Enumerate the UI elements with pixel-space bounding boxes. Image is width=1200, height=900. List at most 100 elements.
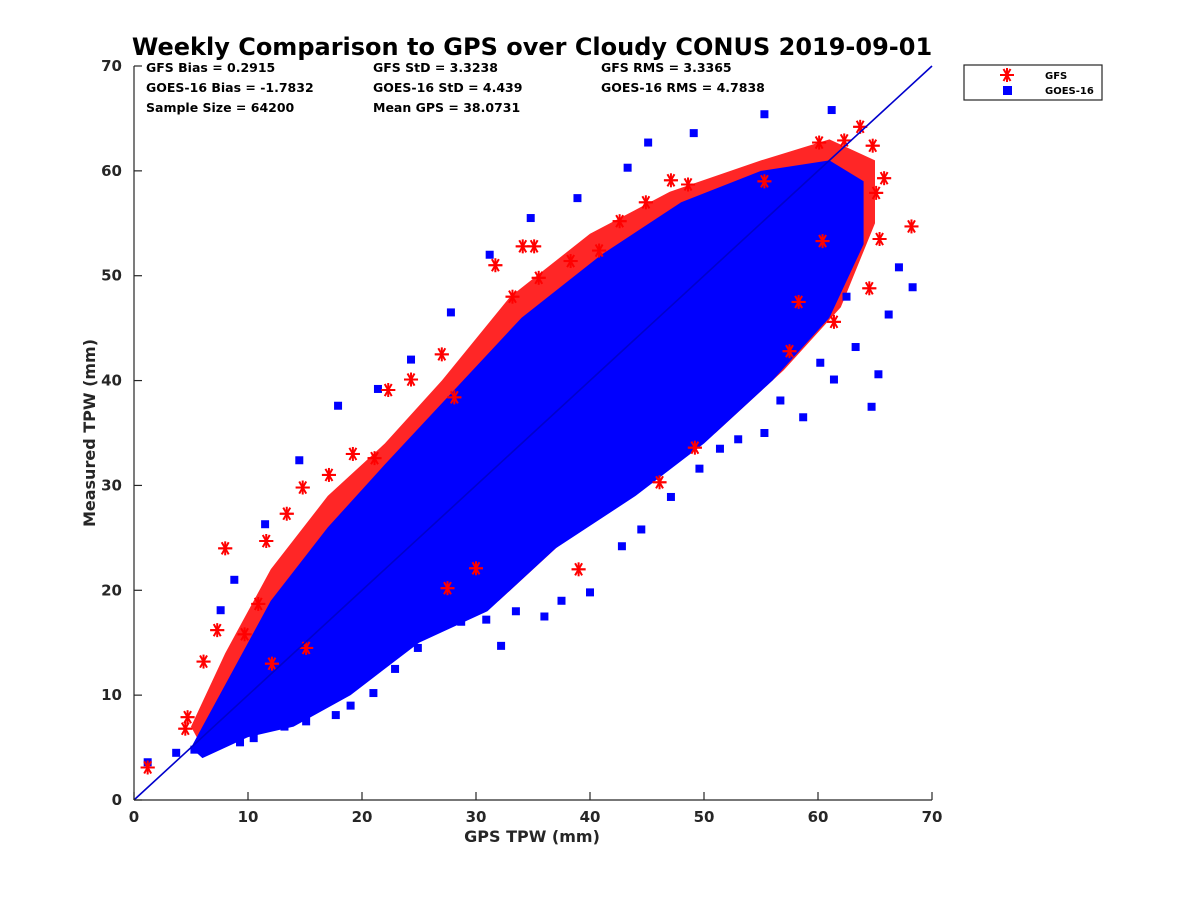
goes16-data-point bbox=[827, 106, 836, 115]
gfs-data-point bbox=[531, 270, 546, 285]
gfs-data-point bbox=[862, 281, 877, 296]
gfs-data-point bbox=[264, 656, 279, 671]
gfs-data-point bbox=[196, 654, 211, 669]
gfs-data-point bbox=[812, 135, 827, 150]
y-tick-label: 60 bbox=[101, 162, 122, 180]
goes16-data-point bbox=[346, 701, 355, 710]
y-axis-tick-marks bbox=[134, 65, 142, 801]
x-tick-label: 70 bbox=[922, 808, 943, 826]
x-axis-tick-labels: 0 10 20 30 40 50 60 70 bbox=[129, 808, 943, 826]
goes16-data-point bbox=[734, 435, 743, 444]
x-axis-tick-marks bbox=[133, 792, 933, 800]
goes16-data-point bbox=[526, 214, 535, 223]
gfs-data-point bbox=[687, 440, 702, 455]
statistics-annotations: GFS Bias = 0.2915 GFS StD = 3.3238 GFS R… bbox=[146, 60, 765, 115]
goes16-data-point bbox=[884, 310, 893, 319]
gfs-std-text: GFS StD = 3.3238 bbox=[373, 60, 498, 75]
y-tick-label: 70 bbox=[101, 57, 122, 75]
goes16-data-point bbox=[497, 641, 506, 650]
goes16-data-point bbox=[867, 402, 876, 411]
gfs-data-point bbox=[321, 467, 336, 482]
gfs-data-point bbox=[381, 383, 396, 398]
point-density-layer bbox=[191, 139, 875, 759]
goes16-data-point bbox=[774, 239, 783, 248]
y-tick-label: 20 bbox=[101, 581, 122, 599]
gfs-data-point bbox=[681, 177, 696, 192]
goes16-data-point bbox=[829, 375, 838, 384]
gfs-data-point bbox=[638, 195, 653, 210]
gfs-data-point bbox=[837, 133, 852, 148]
y-tick-label: 40 bbox=[101, 372, 122, 390]
gfs-data-point bbox=[447, 390, 462, 405]
gfs-data-point bbox=[904, 219, 919, 234]
x-tick-label: 60 bbox=[808, 808, 829, 826]
goes16-data-point bbox=[637, 525, 646, 534]
gfs-data-point bbox=[259, 534, 274, 549]
goes16-data-point bbox=[760, 429, 769, 437]
gfs-data-point bbox=[527, 239, 542, 254]
gfs-data-point bbox=[505, 289, 520, 304]
goes16-rms-text: GOES-16 RMS = 4.7838 bbox=[601, 80, 765, 95]
goes16-data-point bbox=[511, 607, 520, 616]
gfs-data-point bbox=[652, 475, 667, 490]
goes16-data-point bbox=[457, 617, 466, 626]
goes16-data-point bbox=[216, 606, 225, 615]
gfs-data-point bbox=[612, 214, 627, 229]
goes16-data-point bbox=[617, 542, 626, 551]
gfs-data-point bbox=[178, 721, 193, 736]
goes16-data-point bbox=[715, 444, 724, 453]
goes16-std-text: GOES-16 StD = 4.439 bbox=[373, 80, 522, 95]
goes16-data-point bbox=[190, 745, 199, 754]
gfs-data-point bbox=[826, 314, 841, 329]
goes16-data-point bbox=[874, 370, 883, 379]
goes16-data-point bbox=[334, 401, 343, 410]
x-axis-label: GPS TPW (mm) bbox=[464, 827, 600, 846]
goes16-data-point bbox=[666, 492, 675, 501]
y-tick-label: 0 bbox=[112, 791, 122, 809]
goes16-data-point bbox=[540, 612, 549, 621]
x-tick-label: 10 bbox=[238, 808, 259, 826]
gfs-data-point bbox=[218, 541, 233, 556]
y-tick-label: 10 bbox=[101, 686, 122, 704]
goes16-data-point bbox=[573, 194, 582, 203]
gfs-data-point bbox=[791, 294, 806, 309]
goes16-data-point bbox=[230, 575, 239, 584]
gfs-data-point bbox=[571, 562, 586, 577]
legend-gfs-asterisk bbox=[1000, 68, 1014, 82]
goes16-data-point bbox=[557, 596, 566, 605]
legend-box bbox=[963, 64, 1103, 101]
gfs-data-point bbox=[757, 174, 772, 189]
gfs-data-point bbox=[140, 760, 155, 775]
legend-goes16-label: GOES-16 bbox=[1045, 86, 1094, 97]
legend-goes16-square-marker bbox=[1003, 86, 1012, 95]
gfs-data-point bbox=[434, 347, 449, 362]
x-tick-label: 20 bbox=[352, 808, 373, 826]
legend-gfs-asterisk-marker bbox=[1000, 68, 1014, 82]
gfs-data-point bbox=[782, 344, 797, 359]
gfs-data-point bbox=[877, 171, 892, 186]
y-tick-label: 50 bbox=[101, 267, 122, 285]
gfs-data-point bbox=[440, 581, 455, 596]
gfs-data-point bbox=[592, 243, 607, 258]
x-tick-label: 40 bbox=[580, 808, 601, 826]
gfs-data-point bbox=[345, 446, 360, 461]
gfs-data-point bbox=[815, 234, 830, 249]
gfs-data-point bbox=[563, 254, 578, 269]
gfs-bias-text: GFS Bias = 0.2915 bbox=[146, 60, 275, 75]
gfs-data-point bbox=[865, 138, 880, 153]
gfs-data-point bbox=[295, 480, 310, 495]
y-tick-label: 30 bbox=[101, 476, 122, 494]
goes16-data-point bbox=[689, 129, 698, 138]
goes16-data-point bbox=[776, 396, 785, 405]
gfs-data-point bbox=[663, 173, 678, 188]
gfs-rms-text: GFS RMS = 3.3365 bbox=[601, 60, 732, 75]
goes16-point-cloud bbox=[191, 160, 864, 759]
gfs-data-point bbox=[251, 596, 266, 611]
goes16-data-point bbox=[373, 384, 382, 393]
data-points-layer bbox=[140, 106, 919, 775]
goes16-data-point bbox=[360, 568, 369, 577]
goes16-data-point bbox=[429, 625, 438, 634]
goes16-data-point bbox=[446, 308, 455, 317]
gfs-data-point bbox=[872, 232, 887, 247]
